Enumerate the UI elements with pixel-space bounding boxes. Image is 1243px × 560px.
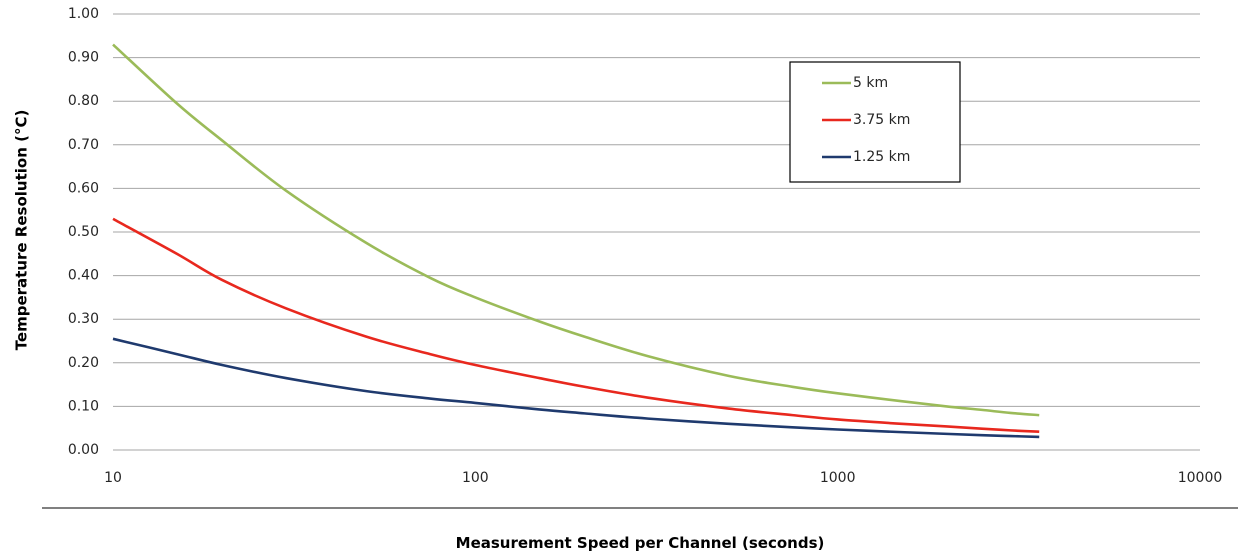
y-tick-label: 0.00 [68, 442, 99, 458]
y-tick-label: 1.00 [68, 6, 99, 22]
legend: 5 km 3.75 km 1.25 km [789, 61, 961, 183]
y-axis-title: Temperature Resolution (°C) [13, 110, 31, 351]
x-tick-label: 10 [104, 470, 122, 486]
y-axis-ticks: 0.00 0.10 0.20 0.30 0.40 0.50 0.60 0.70 0.80 0.90… [68, 6, 99, 458]
y-tick-label: 0.50 [68, 224, 99, 240]
legend-box [789, 61, 961, 183]
x-axis-title: Measurement Speed per Channel (seconds) [456, 534, 825, 552]
x-tick-label: 100 [462, 470, 489, 486]
y-tick-label: 0.60 [68, 180, 99, 196]
legend-label-2: 1.25 km [853, 149, 910, 165]
y-tick-label: 0.80 [68, 93, 99, 109]
x-tick-label: 1000 [820, 470, 856, 486]
series-line-0 [112, 43, 1040, 417]
series-lines [112, 43, 1040, 439]
y-tick-label: 0.70 [68, 137, 99, 153]
series-line-2 [112, 337, 1040, 439]
gridlines [113, 13, 1200, 451]
y-tick-label: 0.20 [68, 355, 99, 371]
x-axis-ticks: 10 100 1000 10000 [104, 470, 1222, 486]
series-line-1 [112, 217, 1040, 433]
x-tick-label: 10000 [1178, 470, 1223, 486]
legend-label-1: 3.75 km [853, 112, 910, 128]
y-tick-label: 0.10 [68, 398, 99, 414]
y-tick-label: 0.30 [68, 311, 99, 327]
legend-label-0: 5 km [853, 75, 888, 91]
y-tick-label: 0.40 [68, 268, 99, 284]
y-tick-label: 0.90 [68, 50, 99, 66]
